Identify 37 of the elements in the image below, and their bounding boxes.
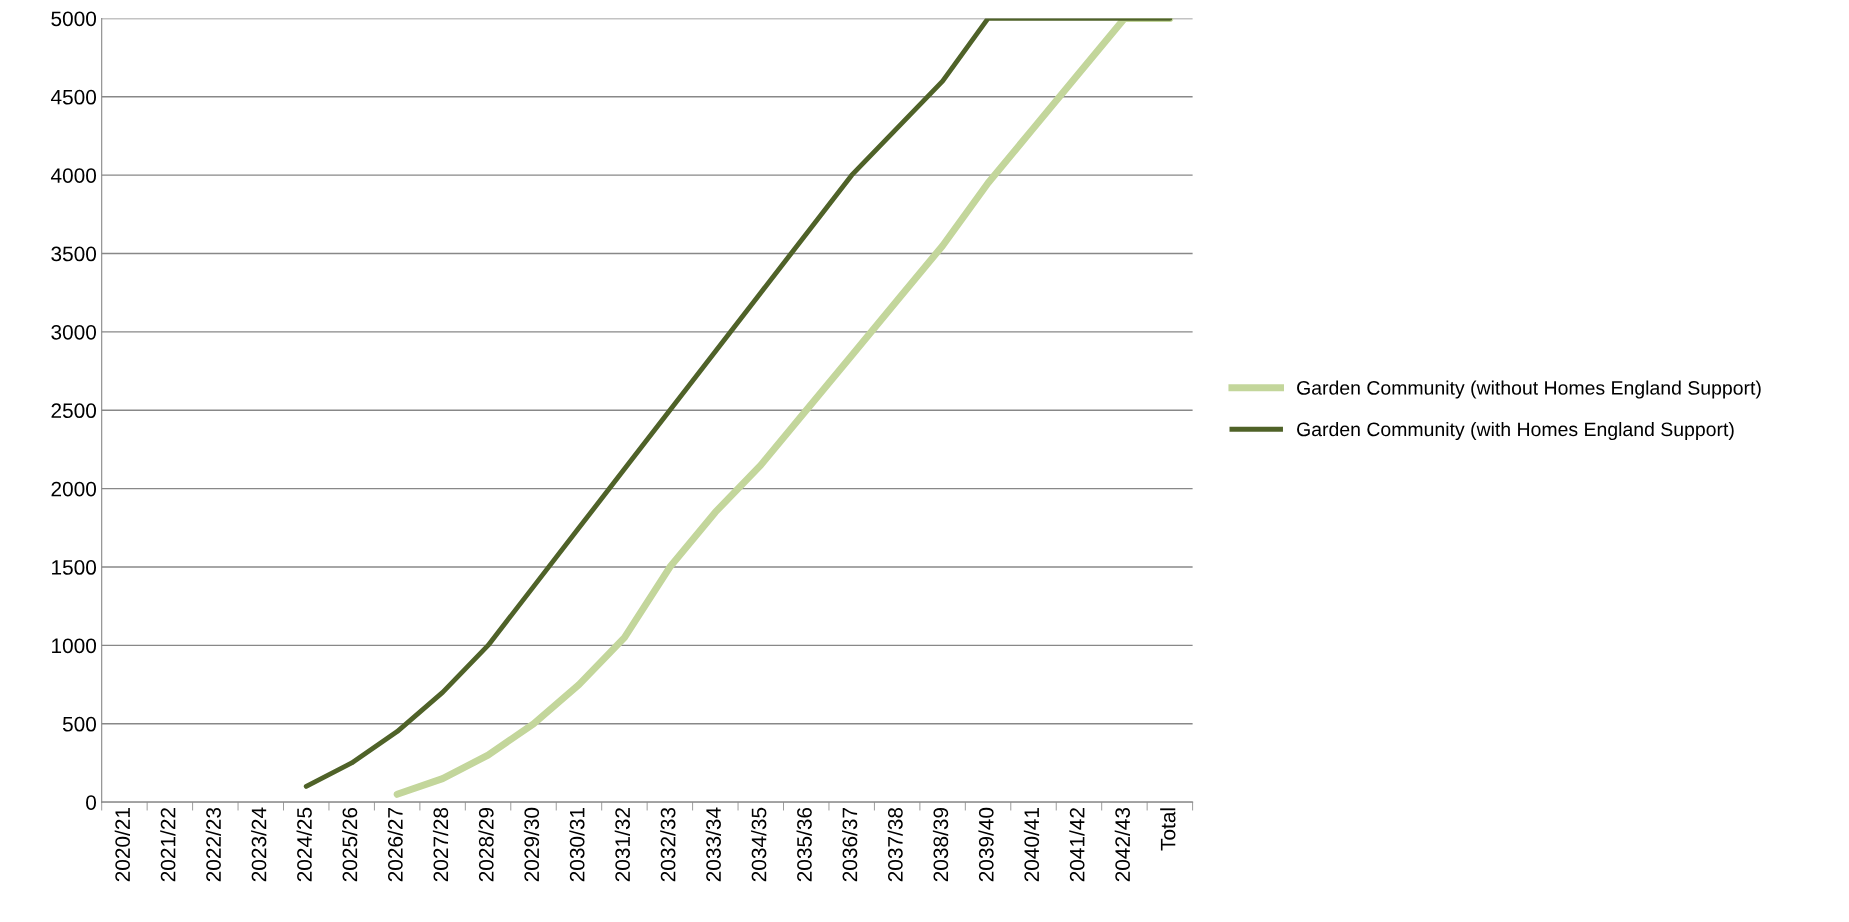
x-tick-label: 2041/42 (1069, 808, 1085, 882)
x-tick-label: 2034/35 (751, 807, 767, 882)
x-tick-label: 2040/41 (1023, 808, 1040, 882)
x-tick-label: 2042/43 (1114, 807, 1131, 882)
y-tick-label: 5000 (51, 11, 97, 27)
x-tick-label: 2038/39 (932, 807, 949, 882)
x-tick-label: 2030/31 (569, 808, 585, 882)
y-tick-label: 500 (62, 716, 97, 732)
x-tick-label: 2027/28 (432, 807, 449, 882)
x-tick-label: Total (1160, 808, 1176, 851)
legend-label: Garden Community (with Homes England Support) (1297, 421, 1734, 441)
x-tick-label: 2023/24 (251, 807, 267, 882)
y-tick-label: 1000 (52, 638, 97, 654)
x-tick-label: 2025/26 (341, 807, 358, 882)
y-tick-label: 2500 (51, 403, 97, 419)
x-tick-label: 2021/22 (160, 808, 176, 882)
x-tick-label: 2028/29 (478, 807, 494, 882)
x-tick-label: 2022/23 (205, 807, 221, 882)
legend-label: Garden Community (without Homes England Support) (1297, 380, 1761, 399)
y-tick-label: 4500 (50, 89, 97, 105)
x-tick-label: 2029/30 (523, 807, 540, 882)
x-tick-label: 2026/27 (387, 808, 403, 882)
y-tick-label: 3500 (51, 246, 97, 262)
y-tick-label: 1500 (52, 560, 97, 575)
y-tick-label: 3000 (51, 324, 97, 340)
y-tick-label: 2000 (51, 481, 97, 497)
x-tick-label: 2024/25 (296, 807, 312, 882)
x-tick-label: 2031/32 (614, 808, 631, 882)
x-tick-label: 2036/37 (841, 808, 858, 882)
x-tick-label: 2020/21 (114, 808, 131, 882)
x-tick-label: 2035/36 (796, 807, 812, 882)
x-tick-label: 2032/33 (660, 807, 676, 882)
x-tick-label: 2039/40 (978, 807, 994, 882)
y-tick-label: 0 (86, 795, 97, 810)
y-tick-label: 4000 (50, 168, 97, 183)
x-tick-label: 2033/34 (705, 807, 721, 882)
x-tick-label: 2037/38 (887, 807, 903, 882)
